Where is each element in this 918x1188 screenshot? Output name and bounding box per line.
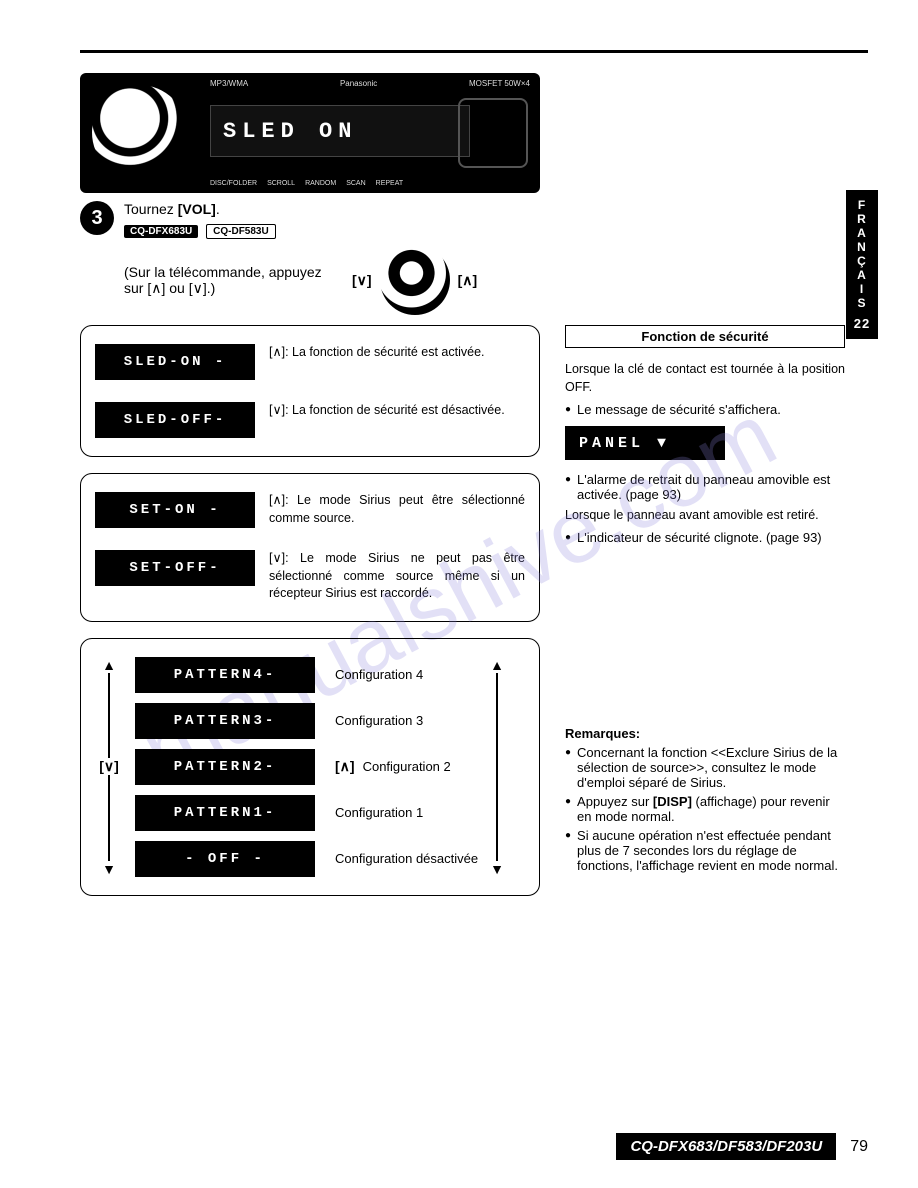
down-bracket: [∨] [99,758,119,775]
brand-right: Panasonic [340,79,377,88]
down-arrow-top: ▲ [102,657,116,673]
sec-p1: Lorsque la clé de contact est tournée à … [565,360,845,396]
sec-b1: Le message de sécurité s'affichera. [577,402,781,418]
label-pattern2: Configuration 2 [363,759,451,774]
pattern-panel: ▲ [∨] ▼ PATTERN4- Configuration 4 PATTERN… [80,638,540,896]
lang-page: 22 [846,316,878,331]
btn-repeat: REPEAT [376,180,404,187]
lcd-off: - OFF - [135,841,315,877]
radio-top-labels: MP3/WMA Panasonic MOSFET 50W×4 [210,79,530,88]
sled-off-text: [∨]: La fonction de sécurité est désacti… [269,402,505,420]
top-rule [80,50,868,53]
a-label: [∧] [458,272,478,289]
rem-b3: Si aucune opération n'est effectuée pend… [577,828,845,873]
btn-random: RANDOM [305,180,336,187]
radio-lcd: SLED ON [210,105,470,157]
label-off: Configuration désactivée [335,851,478,866]
page-number: 79 [850,1138,868,1156]
panel-lcd: PANEL ▼ [565,426,725,460]
v-label: [∨] [352,272,372,289]
volume-dial-graphic [92,85,187,180]
lcd-set-off: SET-OFF- [95,550,255,586]
sled-panel: SLED-ON - [∧]: La fonction de sécurité e… [80,325,540,457]
lcd-sled-on: SLED-ON - [95,344,255,380]
up-bracket: [∧] [335,758,355,775]
label-pattern3: Configuration 3 [335,713,423,728]
remote-text: (Sur la télécommande, appuyez sur [∧] ou… [124,264,344,297]
lcd-pattern1: PATTERN1- [135,795,315,831]
lcd-pattern2: PATTERN2- [135,749,315,785]
radio-faceplate: MP3/WMA Panasonic MOSFET 50W×4 SLED ON D… [80,73,540,193]
step-3: 3 Tournez [VOL]. CQ-DFX683U CQ-DF583U (S… [80,201,868,315]
lcd-pattern4: PATTERN4- [135,657,315,693]
instr-pre: Tournez [124,201,178,217]
nav-dial-graphic [380,245,450,315]
step-text: Tournez [VOL]. CQ-DFX683U CQ-DF583U (Sur… [124,201,477,315]
lang-letters: FRANÇAIS [846,198,878,310]
lcd-sled-off: SLED-OFF- [95,402,255,438]
lcd-pattern3: PATTERN3- [135,703,315,739]
up-arrow-bot: ▼ [490,861,504,877]
radio-side-buttons [458,98,528,168]
sec-b3: L'indicateur de sécurité clignote. (page… [577,530,822,546]
label-pattern1: Configuration 1 [335,805,423,820]
power-tag: MOSFET 50W×4 [469,79,530,88]
lcd-set-on: SET-ON - [95,492,255,528]
step-number: 3 [80,201,114,235]
up-arrow-top: ▲ [490,657,504,673]
sec-p2: Lorsque le panneau avant amovible est re… [565,506,845,524]
rem-b1: Concernant la fonction <<Exclure Sirius … [577,745,845,790]
btn-scan: SCAN [346,180,365,187]
brand-left: MP3/WMA [210,79,248,88]
down-arrow-bot: ▼ [102,861,116,877]
security-title: Fonction de sécurité [565,325,845,348]
pattern-list: PATTERN4- Configuration 4 PATTERN3- Config… [135,657,478,877]
up-arrow-col: ▲ ▼ [490,657,504,877]
model-badge-2: CQ-DF583U [206,224,276,239]
radio-bottom-labels: DISC/FOLDER SCROLL RANDOM SCAN REPEAT [210,180,530,187]
set-off-text: [∨]: Le mode Sirius ne peut pas être sél… [269,550,525,603]
down-arrow-col: ▲ [∨] ▼ [95,657,123,877]
footer: CQ-DFX683/DF583/DF203U 79 [616,1133,868,1160]
rem-b2: Appuyez sur [DISP] (affichage) pour reve… [577,794,845,824]
set-on-text: [∧]: Le mode Sirius peut être sélectionn… [269,492,525,527]
instr-suf: . [216,201,220,217]
footer-model: CQ-DFX683/DF583/DF203U [616,1133,836,1160]
set-panel: SET-ON - [∧]: Le mode Sirius peut être s… [80,473,540,622]
btn-scroll: SCROLL [267,180,295,187]
remarks-title: Remarques: [565,726,845,741]
sled-on-text: [∧]: La fonction de sécurité est activée… [269,344,485,362]
btn-disc: DISC/FOLDER [210,180,257,187]
model-badge-1: CQ-DFX683U [124,225,198,238]
instr-bold: [VOL] [178,201,216,217]
label-pattern4: Configuration 4 [335,667,423,682]
language-tab: FRANÇAIS 22 [846,190,878,339]
sec-b2: L'alarme de retrait du panneau amovible … [577,472,845,502]
